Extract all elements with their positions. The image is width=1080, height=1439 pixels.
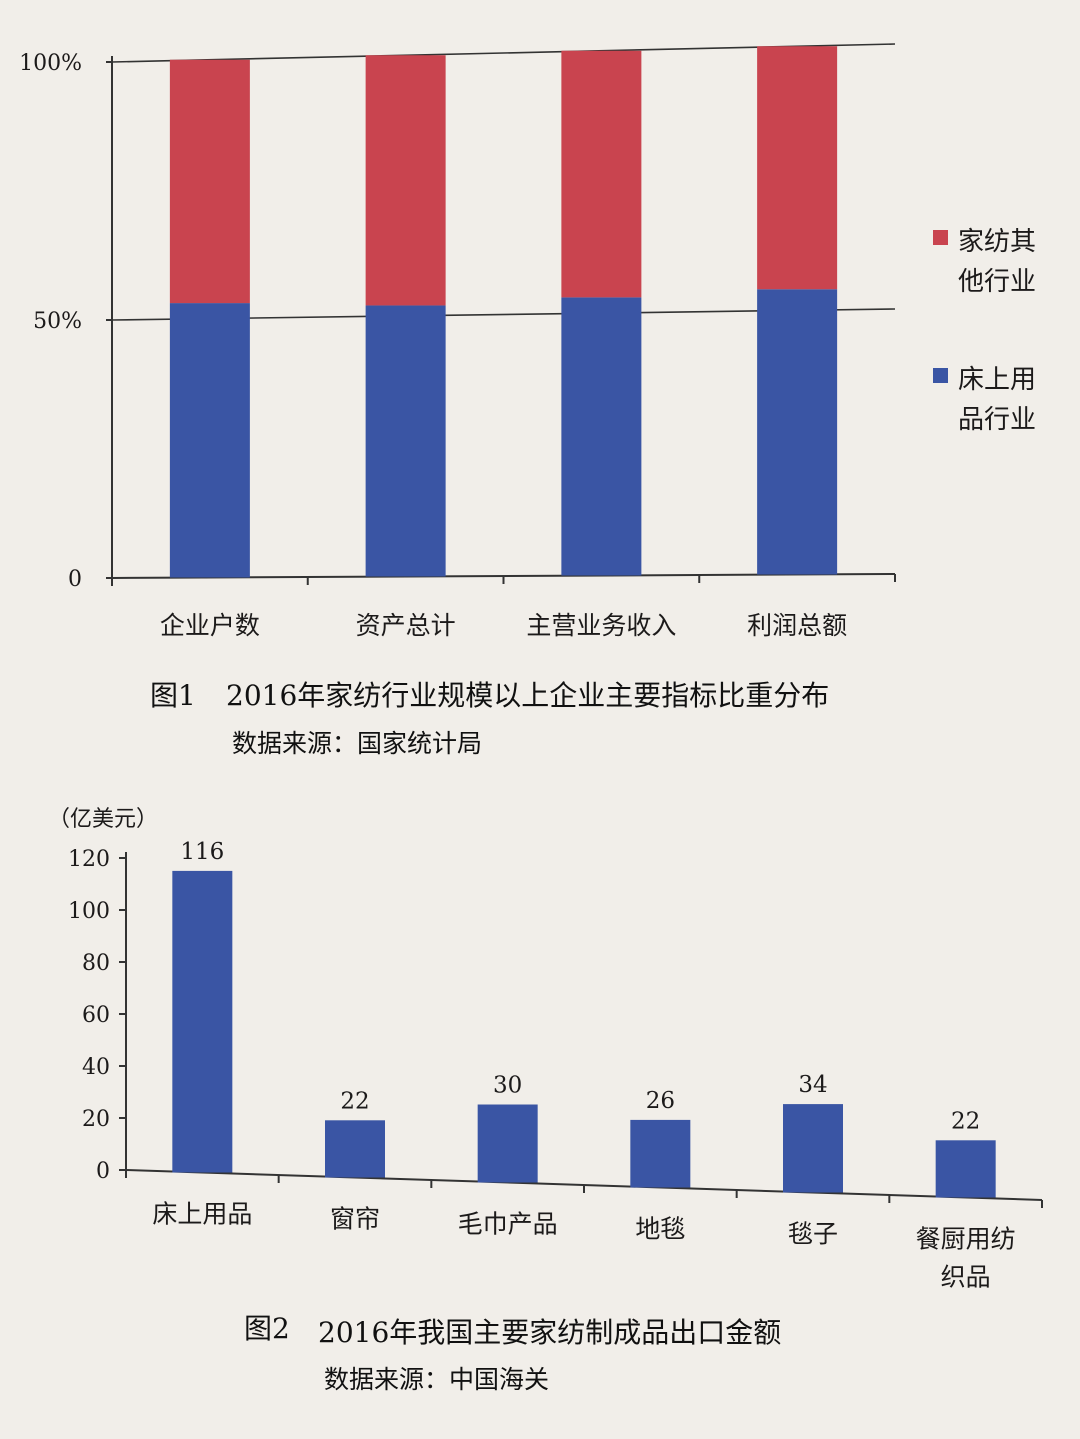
figure-title: 2016年我国主要家纺制成品出口金额 — [318, 1316, 781, 1349]
bar-segment — [169, 303, 250, 578]
category-label: 毯子 — [788, 1220, 838, 1249]
bar-segment — [561, 50, 642, 298]
y-tick-label: 60 — [82, 1003, 110, 1028]
bar — [477, 1104, 538, 1183]
y-tick-label: 120 — [68, 847, 110, 872]
legend-swatch — [933, 368, 948, 383]
bar — [935, 1140, 996, 1198]
bar-segment — [365, 55, 446, 306]
bar — [630, 1119, 691, 1188]
legend-label: 床上用 — [958, 365, 1036, 395]
category-label: 地毯 — [635, 1215, 685, 1244]
data-label: 22 — [340, 1088, 369, 1114]
category-label: 企业户数 — [160, 611, 260, 640]
y-tick-label: 80 — [82, 951, 110, 976]
bar-segment — [757, 46, 838, 290]
bar-segment — [757, 289, 838, 575]
data-label: 116 — [180, 839, 224, 865]
bar-segment — [365, 305, 446, 577]
y-tick-label: 40 — [82, 1055, 110, 1080]
figure-number: 图2 — [244, 1312, 290, 1345]
legend-label: 品行业 — [958, 405, 1036, 435]
bar — [325, 1120, 385, 1178]
legend-swatch — [933, 230, 948, 245]
figure-source: 数据来源：中国海关 — [324, 1365, 549, 1394]
category-label: 资产总计 — [356, 611, 456, 640]
category-label: 床上用品 — [152, 1200, 252, 1229]
bar-segment — [561, 297, 642, 576]
y-tick-label: 100 — [68, 899, 110, 924]
data-label: 26 — [646, 1088, 675, 1114]
y-tick-label: 20 — [82, 1107, 110, 1132]
y-tick-label: 0 — [96, 1159, 110, 1184]
figure-source: 数据来源：国家统计局 — [232, 729, 482, 758]
category-label: 利润总额 — [747, 611, 847, 640]
bar — [172, 870, 233, 1173]
bar — [783, 1104, 843, 1193]
y-tick-label: 50% — [33, 309, 82, 334]
data-label: 34 — [798, 1072, 827, 1098]
figure-title: 2016年家纺行业规模以上企业主要指标比重分布 — [226, 679, 829, 712]
category-label: 主营业务收入 — [526, 611, 676, 640]
figure-number: 图1 — [150, 679, 196, 712]
y-tick-label: 100% — [19, 51, 82, 76]
y-tick-label: 0 — [68, 567, 82, 592]
category-label: 餐厨用纺 — [916, 1225, 1016, 1254]
legend-label: 他行业 — [958, 267, 1036, 297]
category-label: 毛巾产品 — [458, 1210, 558, 1239]
category-label: 窗帘 — [330, 1205, 380, 1234]
data-label: 22 — [951, 1108, 980, 1134]
legend-label: 家纺其 — [958, 227, 1036, 257]
bar-segment — [169, 59, 250, 304]
category-label: 织品 — [941, 1263, 991, 1292]
y-unit-label: （亿美元） — [48, 807, 158, 832]
data-label: 30 — [493, 1073, 522, 1099]
